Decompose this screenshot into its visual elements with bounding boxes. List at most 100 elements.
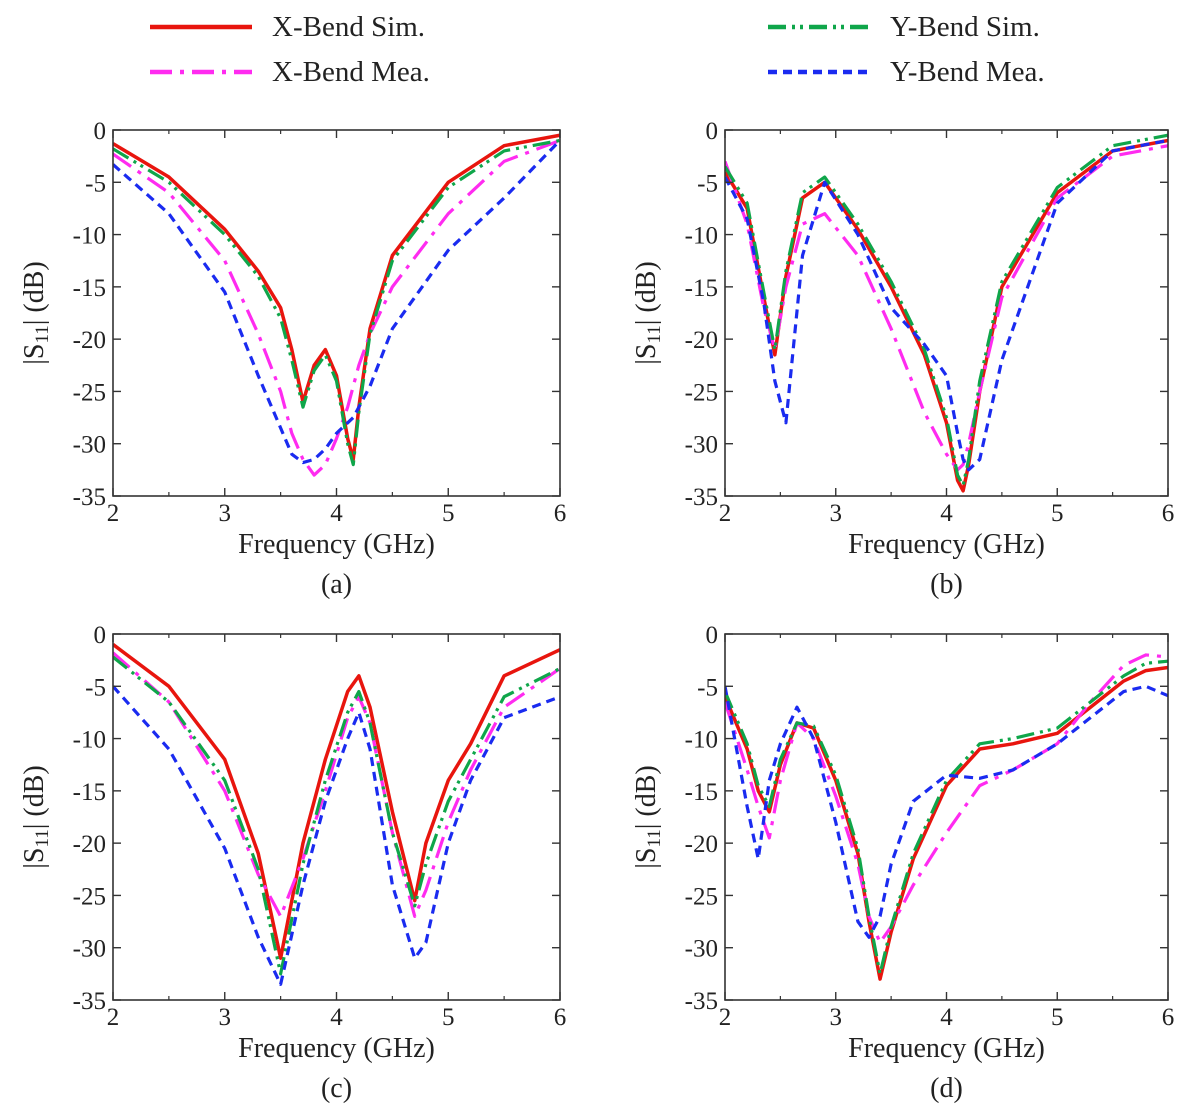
x-tick-label: 3 xyxy=(830,1004,843,1031)
y-tick-label: -10 xyxy=(73,223,106,250)
legend-label-y-bend-sim: Y-Bend Sim. xyxy=(890,11,1040,43)
series-line-y-bend-mea xyxy=(113,685,560,986)
x-tick-label: 2 xyxy=(107,1004,120,1031)
series-line-y-bend-mea xyxy=(725,138,1168,472)
plot-area xyxy=(113,643,560,986)
y-tick-label: -15 xyxy=(685,275,718,302)
y-axis-label: |S11| (dB) xyxy=(19,765,53,868)
y-tick-label: -25 xyxy=(685,883,718,910)
x-tick-label: 6 xyxy=(554,1004,567,1031)
y-tick-label: -15 xyxy=(73,779,106,806)
y-axis-label-main: |S xyxy=(19,344,50,365)
series-line-y-bend-sim xyxy=(113,655,560,976)
y-tick-label: -5 xyxy=(697,170,718,197)
chart-panel-b: 2 3 4 5 6 0 -5 -10 -15 -20 -25 -30 -35 Frequency (GHz… xyxy=(631,118,1174,600)
y-tick-label: -30 xyxy=(73,432,106,459)
y-tick-label: 0 xyxy=(706,622,719,649)
y-axis-label-subscript: 11 xyxy=(644,325,665,343)
chart-panel-d: 2 3 4 5 6 0 -5 -10 -15 -20 -25 -30 -35 Frequency (GHz… xyxy=(631,622,1174,1104)
y-axis-label-subscript: 11 xyxy=(32,325,53,343)
series-line-x-bend-mea xyxy=(113,138,560,477)
series-line-x-bend-mea xyxy=(113,651,560,918)
y-tick-label: -35 xyxy=(685,988,718,1015)
x-tick-label: 5 xyxy=(1051,1004,1064,1031)
y-axis-label-unit: | (dB) xyxy=(631,765,662,829)
x-axis-label: Frequency (GHz) xyxy=(238,1033,435,1064)
x-axis-label: Frequency (GHz) xyxy=(848,529,1045,560)
legend: X-Bend Sim. X-Bend Mea. Y-Bend Sim. Y-Bend … xyxy=(150,11,1045,88)
series-line-x-bend-sim xyxy=(725,138,1168,493)
chart-panel-a: 2 3 4 5 6 0 -5 -10 -15 -20 -25 -30 -35 Frequency (GHz… xyxy=(19,118,566,600)
series-line-x-bend-sim xyxy=(113,643,560,960)
plot-frame xyxy=(112,633,561,1001)
panel-caption: (b) xyxy=(930,569,963,600)
x-tick-label: 5 xyxy=(442,1004,455,1031)
y-axis-label-main: |S xyxy=(631,848,662,869)
panel-caption: (a) xyxy=(321,569,352,600)
series-line-x-bend-sim xyxy=(725,665,1168,981)
y-axis-label-subscript: 11 xyxy=(644,829,665,847)
panels: 2 3 4 5 6 0 -5 -10 -15 -20 -25 -30 -35 Frequency (GHz… xyxy=(19,118,1174,1104)
y-tick-label: -15 xyxy=(685,779,718,806)
series-line-x-bend-mea xyxy=(725,653,1168,945)
y-tick-label: 0 xyxy=(94,622,107,649)
chart-panel-c: 2 3 4 5 6 0 -5 -10 -15 -20 -25 -30 -35 Frequency (GHz… xyxy=(19,622,566,1104)
y-tick-label: -15 xyxy=(73,275,106,302)
y-tick-label: -30 xyxy=(685,936,718,963)
legend-label-x-bend-mea: X-Bend Mea. xyxy=(272,56,430,88)
y-tick-label: -30 xyxy=(73,936,106,963)
x-tick-label: 6 xyxy=(1162,1004,1175,1031)
x-tick-label: 3 xyxy=(830,500,843,527)
y-tick-label: 0 xyxy=(94,118,107,145)
x-tick-label: 4 xyxy=(330,500,343,527)
y-tick-label: -35 xyxy=(73,484,106,511)
y-tick-label: -35 xyxy=(73,988,106,1015)
y-tick-label: -5 xyxy=(85,170,106,197)
series-line-y-bend-sim xyxy=(725,133,1168,488)
y-tick-label: -35 xyxy=(685,484,718,511)
y-tick-label: -10 xyxy=(685,727,718,754)
x-tick-label: 2 xyxy=(107,500,120,527)
y-tick-label: -10 xyxy=(685,223,718,250)
series-line-y-bend-sim xyxy=(113,138,560,467)
legend-label-y-bend-mea: Y-Bend Mea. xyxy=(890,56,1045,88)
y-axis-label-subscript: 11 xyxy=(32,829,53,847)
y-tick-label: -20 xyxy=(685,831,718,858)
x-tick-label: 3 xyxy=(219,1004,232,1031)
y-tick-label: -20 xyxy=(73,327,106,354)
x-tick-label: 3 xyxy=(219,500,232,527)
x-tick-label: 5 xyxy=(1051,500,1064,527)
series-line-x-bend-sim xyxy=(113,133,560,462)
plot-frame xyxy=(724,129,1169,497)
y-tick-label: -30 xyxy=(685,432,718,459)
y-tick-label: -20 xyxy=(73,831,106,858)
y-axis-label: |S11| (dB) xyxy=(631,765,665,868)
y-axis-label: |S11| (dB) xyxy=(19,261,53,364)
series-line-x-bend-mea xyxy=(725,144,1168,472)
x-tick-label: 4 xyxy=(940,500,953,527)
y-axis-label-unit: | (dB) xyxy=(19,765,50,829)
y-tick-label: -10 xyxy=(73,727,106,754)
plot-area xyxy=(725,133,1168,493)
x-tick-label: 2 xyxy=(719,1004,732,1031)
y-axis-label-main: |S xyxy=(19,848,50,869)
y-axis-label: |S11| (dB) xyxy=(631,261,665,364)
y-tick-label: -25 xyxy=(73,883,106,910)
panel-caption: (d) xyxy=(930,1073,963,1104)
legend-label-x-bend-sim: X-Bend Sim. xyxy=(272,11,425,43)
plot-area xyxy=(113,133,560,477)
plot-area xyxy=(725,653,1168,981)
x-tick-label: 6 xyxy=(1162,500,1175,527)
x-tick-label: 4 xyxy=(330,1004,343,1031)
y-tick-label: -5 xyxy=(697,674,718,701)
y-tick-label: -25 xyxy=(685,379,718,406)
x-axis-label: Frequency (GHz) xyxy=(848,1033,1045,1064)
y-axis-label-unit: | (dB) xyxy=(631,261,662,325)
series-line-y-bend-mea xyxy=(113,139,560,465)
y-tick-label: 0 xyxy=(706,118,719,145)
x-tick-label: 6 xyxy=(554,500,567,527)
x-tick-label: 5 xyxy=(442,500,455,527)
y-axis-label-main: |S xyxy=(631,344,662,365)
panel-caption: (c) xyxy=(321,1073,352,1104)
